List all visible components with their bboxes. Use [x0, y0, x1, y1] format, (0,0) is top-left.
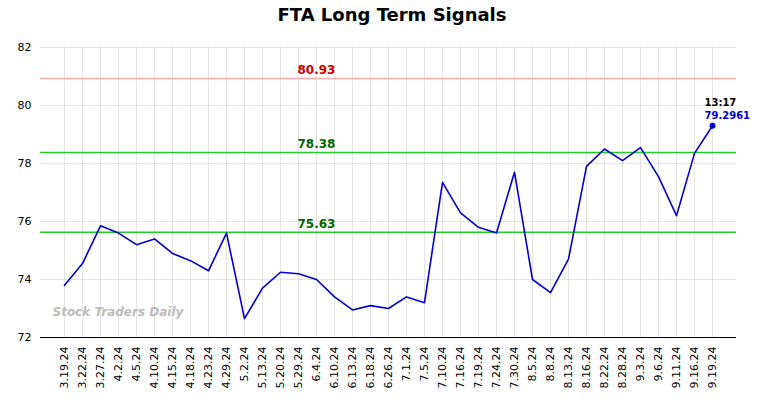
- svg-text:8.16.24: 8.16.24: [580, 347, 593, 389]
- svg-text:7.5.24: 7.5.24: [418, 347, 431, 382]
- svg-text:7.19.24: 7.19.24: [472, 347, 485, 389]
- svg-text:4.10.24: 4.10.24: [148, 347, 161, 389]
- svg-text:4.2.24: 4.2.24: [112, 347, 125, 382]
- svg-text:80: 80: [18, 99, 32, 112]
- svg-text:8.5.24: 8.5.24: [526, 347, 539, 382]
- svg-text:7.10.24: 7.10.24: [436, 347, 449, 389]
- svg-text:7.1.24: 7.1.24: [400, 347, 413, 382]
- svg-text:5.2.24: 5.2.24: [238, 347, 251, 382]
- svg-text:6.18.24: 6.18.24: [364, 347, 377, 389]
- svg-text:6.13.24: 6.13.24: [346, 347, 359, 389]
- svg-text:4.23.24: 4.23.24: [202, 347, 215, 389]
- svg-text:8.8.24: 8.8.24: [544, 347, 557, 382]
- svg-text:6.26.24: 6.26.24: [382, 347, 395, 389]
- svg-text:9.19.24: 9.19.24: [706, 347, 719, 389]
- svg-text:5.13.24: 5.13.24: [256, 347, 269, 389]
- svg-text:13:17: 13:17: [705, 97, 737, 108]
- svg-text:82: 82: [18, 41, 32, 54]
- svg-text:6.4.24: 6.4.24: [310, 347, 323, 382]
- svg-text:78: 78: [18, 157, 32, 170]
- svg-text:75.63: 75.63: [298, 217, 336, 231]
- svg-text:7.24.24: 7.24.24: [490, 347, 503, 389]
- svg-text:3.22.24: 3.22.24: [76, 347, 89, 389]
- svg-text:72: 72: [18, 331, 32, 344]
- svg-text:9.11.24: 9.11.24: [670, 347, 683, 389]
- svg-text:6.10.24: 6.10.24: [328, 347, 341, 389]
- svg-text:79.2961: 79.2961: [705, 110, 751, 121]
- svg-text:9.3.24: 9.3.24: [634, 347, 647, 382]
- svg-text:5.29.24: 5.29.24: [292, 347, 305, 389]
- svg-text:4.5.24: 4.5.24: [130, 347, 143, 382]
- html-text:FTA Long Term Signals: FTA Long Term Signals: [277, 4, 507, 25]
- svg-text:8.28.24: 8.28.24: [616, 347, 629, 389]
- svg-text:4.15.24: 4.15.24: [166, 347, 179, 389]
- svg-text:8.13.24: 8.13.24: [562, 347, 575, 389]
- svg-text:9.16.24: 9.16.24: [688, 347, 701, 389]
- svg-text:4.18.24: 4.18.24: [184, 347, 197, 389]
- svg-text:76: 76: [18, 215, 32, 228]
- svg-text:74: 74: [18, 273, 32, 286]
- svg-text:4.29.24: 4.29.24: [220, 347, 233, 389]
- svg-text:8.22.24: 8.22.24: [598, 347, 611, 389]
- svg-text:5.20.24: 5.20.24: [274, 347, 287, 389]
- svg-text:3.27.24: 3.27.24: [94, 347, 107, 389]
- svg-text:7.16.24: 7.16.24: [454, 347, 467, 389]
- svg-text:9.6.24: 9.6.24: [652, 347, 665, 382]
- svg-text:78.38: 78.38: [298, 137, 336, 151]
- svg-text:3.19.24: 3.19.24: [58, 347, 71, 389]
- svg-text:7.30.24: 7.30.24: [508, 347, 521, 389]
- svg-text:80.93: 80.93: [298, 63, 336, 77]
- svg-text:Stock Traders Daily: Stock Traders Daily: [53, 305, 185, 319]
